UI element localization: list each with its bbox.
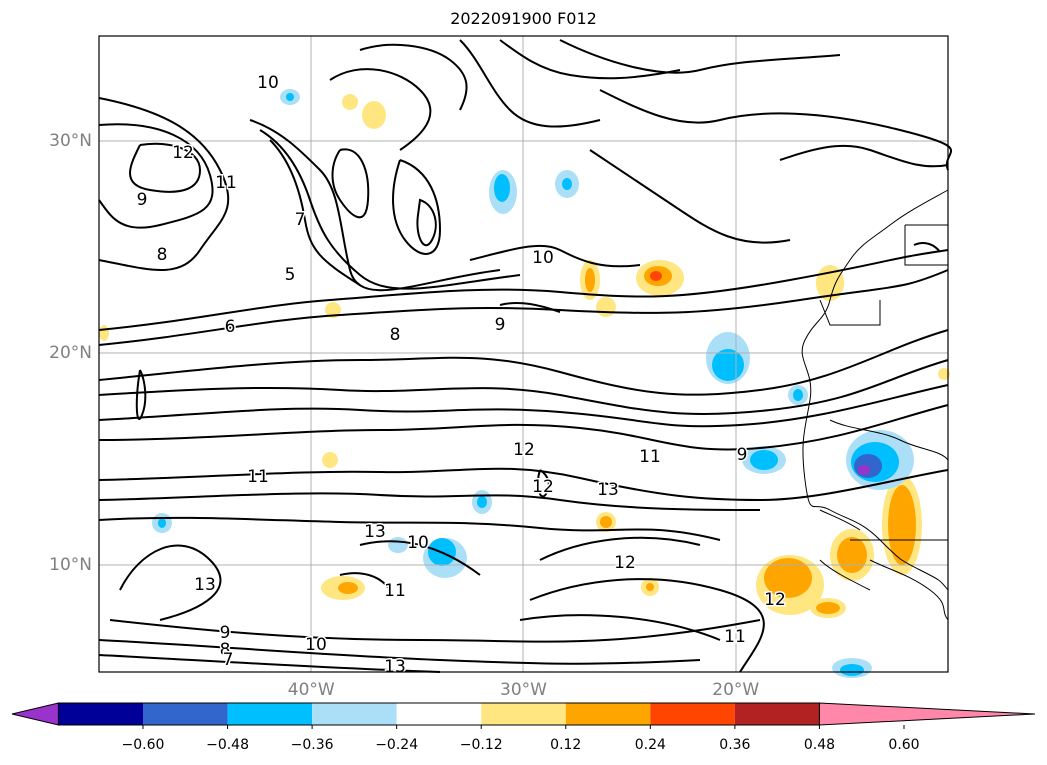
contour-label: 10: [257, 73, 279, 93]
contour-label: 8: [157, 245, 168, 265]
contour-label: 11: [247, 467, 269, 487]
map-title: 2022091900 F012: [450, 9, 597, 28]
contour-label: 8: [390, 325, 401, 345]
colorbar-tick-label: 0.48: [803, 737, 836, 753]
contour-label: 9: [137, 190, 148, 210]
colorbar-cell: [565, 703, 651, 725]
contour-label: 13: [364, 522, 386, 542]
colorbar-tick-label: 0.36: [719, 737, 751, 753]
contour-label: 9: [495, 315, 506, 335]
colorbar-extend-high: [818, 702, 1036, 726]
colorbar-tick-label: −0.36: [290, 737, 334, 753]
colorbar-tick-label: −0.24: [375, 737, 419, 753]
colorbar-cell: [734, 703, 820, 725]
contour-label: 6: [225, 317, 236, 337]
colorbar-tick-label: −0.12: [459, 737, 503, 753]
colorbar-cell: [58, 703, 143, 725]
contour-label: 11: [215, 173, 237, 193]
contour-label: 10: [407, 533, 429, 553]
contour-label: 5: [285, 265, 296, 285]
contour-label: 11: [639, 447, 661, 467]
coastline: [801, 189, 949, 621]
contour-label: 12: [513, 440, 535, 460]
lon-tick-label: 30°W: [500, 680, 547, 700]
colorbar-extend-low: [11, 702, 59, 726]
gridlines: [99, 36, 948, 672]
colorbar-tick-label: 0.60: [888, 737, 920, 753]
contour-label: 13: [194, 575, 216, 595]
lat-tick-label: 30°N: [49, 131, 92, 151]
contour-label: 11: [384, 581, 406, 601]
colorbar-cell: [143, 703, 228, 725]
colorbar-cell: [481, 703, 566, 725]
colorbar-cell: [396, 703, 482, 725]
colorbar-tick-label: 0.24: [634, 737, 666, 753]
contour-label: 10: [305, 635, 327, 655]
contour-label: 10: [532, 248, 554, 268]
contour-label: 11: [724, 627, 746, 647]
colorbar-cell: [312, 703, 397, 725]
colorbar-tick-label: 0.12: [550, 737, 582, 753]
colorbar-tick-label: −0.48: [206, 737, 249, 753]
shaded-anomalies: [99, 89, 950, 678]
lon-tick-label: 40°W: [287, 680, 335, 700]
colorbar-cell: [227, 703, 313, 725]
contour-label: 12: [532, 477, 554, 497]
contour-label: 8: [220, 640, 231, 660]
contour-label: 13: [597, 480, 619, 500]
contour-label: 7: [223, 650, 234, 670]
contour-label: 12: [614, 553, 636, 573]
map-frame: [98, 35, 949, 673]
lon-tick-label: 20°W: [712, 680, 760, 700]
colorbar-cell: [650, 703, 735, 725]
contour-label: 7: [295, 210, 306, 230]
contour-label: 9: [737, 445, 748, 465]
contour-label: 12: [764, 590, 786, 610]
lat-tick-label: 10°N: [49, 555, 92, 575]
lat-tick-label: 20°N: [49, 343, 92, 363]
contour-label: 9: [220, 623, 231, 643]
contour-label: 12: [172, 143, 194, 163]
contour-lines: [98, 39, 953, 673]
colorbar-outline: [57, 702, 820, 726]
colorbar-tick-label: −0.60: [121, 737, 165, 753]
